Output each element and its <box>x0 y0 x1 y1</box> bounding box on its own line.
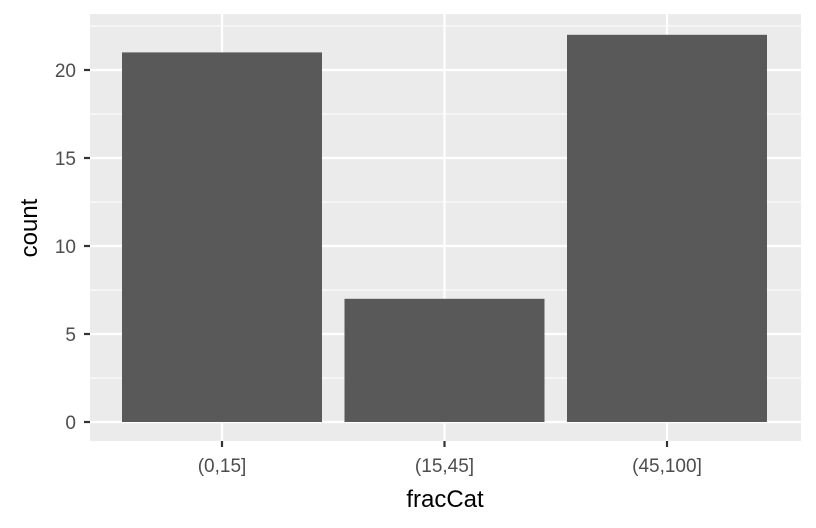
bar-0 <box>122 52 322 423</box>
x-tick-label: (45,100] <box>632 456 702 477</box>
y-tick-label: 5 <box>65 325 76 346</box>
x-axis: (0,15] (15,45] (45,100] <box>198 441 702 477</box>
y-tick-label: 15 <box>55 149 76 170</box>
bar-2 <box>567 34 767 423</box>
y-axis: 0 5 10 15 20 <box>55 61 90 434</box>
y-tick-label: 10 <box>55 237 76 258</box>
x-tick-label: (15,45] <box>415 456 474 477</box>
x-axis-title: fracCat <box>406 486 484 513</box>
y-axis-title: count <box>16 198 43 257</box>
y-tick-label: 0 <box>65 413 76 434</box>
y-tick-label: 20 <box>55 61 76 82</box>
bars <box>122 34 767 423</box>
bar-1 <box>344 298 545 422</box>
x-tick-label: (0,15] <box>198 456 247 477</box>
